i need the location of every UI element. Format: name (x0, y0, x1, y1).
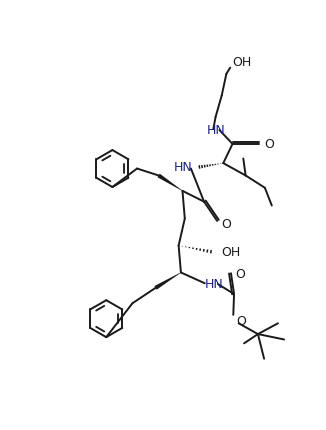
Text: O: O (236, 315, 246, 328)
Polygon shape (157, 174, 183, 192)
Text: OH: OH (221, 246, 240, 258)
Text: O: O (236, 267, 245, 280)
Text: OH: OH (232, 56, 251, 69)
Text: HN: HN (206, 123, 225, 136)
Polygon shape (155, 273, 181, 290)
Text: HN: HN (205, 277, 224, 290)
Text: O: O (264, 138, 274, 151)
Text: HN: HN (174, 161, 192, 174)
Text: O: O (221, 217, 231, 230)
